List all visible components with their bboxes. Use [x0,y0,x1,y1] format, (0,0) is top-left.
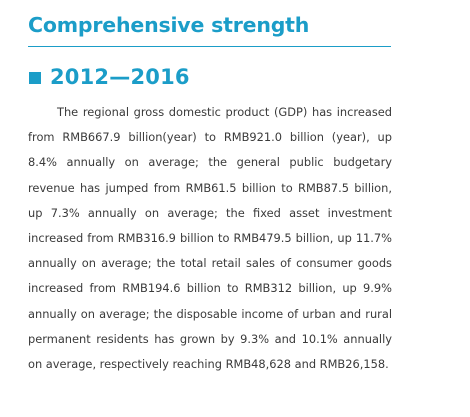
section-heading: 2012—2016 [50,65,190,89]
body-paragraph: The regional gross domestic product (GDP… [28,105,392,372]
title-underline-divider [28,46,391,47]
section-square-bullet-icon [29,72,41,84]
page-title: Comprehensive strength [28,13,310,37]
